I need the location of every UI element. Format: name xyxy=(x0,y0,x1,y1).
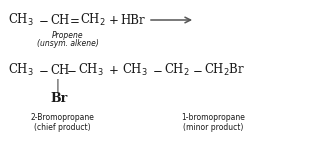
Text: $-$: $-$ xyxy=(38,63,49,76)
Text: CH$_3$: CH$_3$ xyxy=(122,62,148,78)
Text: 2-Bromopropane: 2-Bromopropane xyxy=(30,114,94,123)
Text: $-$: $-$ xyxy=(152,63,163,76)
Text: CH$_2$: CH$_2$ xyxy=(164,62,190,78)
Text: HBr: HBr xyxy=(120,13,145,26)
Text: $-$: $-$ xyxy=(66,63,77,76)
Text: CH$_3$: CH$_3$ xyxy=(8,12,34,28)
Text: $-$: $-$ xyxy=(192,63,203,76)
Text: (unsym. alkene): (unsym. alkene) xyxy=(37,39,99,47)
Text: (chief product): (chief product) xyxy=(34,123,90,131)
Text: 1-bromopropane: 1-bromopropane xyxy=(181,114,245,123)
Text: |: | xyxy=(55,78,59,91)
Text: CH$_3$: CH$_3$ xyxy=(8,62,34,78)
Text: CH$_3$: CH$_3$ xyxy=(78,62,104,78)
Text: $+$: $+$ xyxy=(108,63,119,76)
Text: (minor product): (minor product) xyxy=(183,123,243,131)
Text: CH$_2$Br: CH$_2$Br xyxy=(204,62,245,78)
Text: Propene: Propene xyxy=(52,30,84,39)
Text: CH: CH xyxy=(50,63,69,76)
Text: CH$_2$: CH$_2$ xyxy=(80,12,106,28)
Text: $-$: $-$ xyxy=(38,13,49,26)
Text: CH: CH xyxy=(50,13,69,26)
Text: $+$: $+$ xyxy=(108,13,119,26)
Text: Br: Br xyxy=(50,91,67,104)
Text: $=$: $=$ xyxy=(67,13,80,26)
